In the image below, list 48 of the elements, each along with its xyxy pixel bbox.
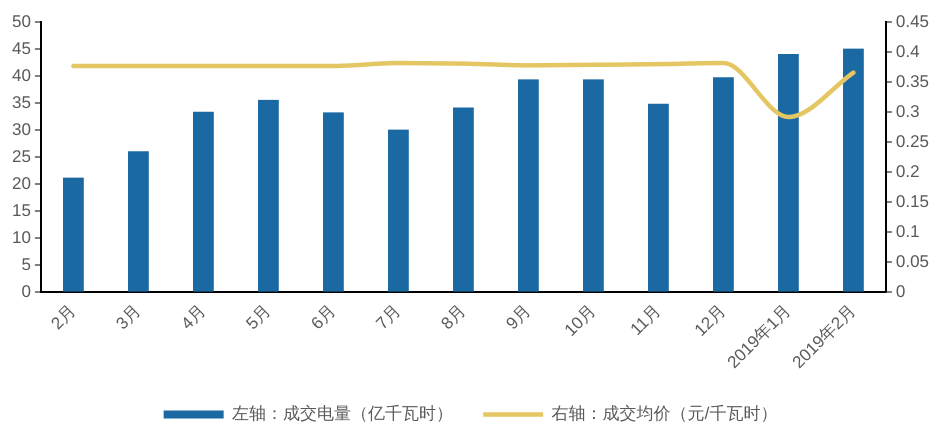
x-tick-label: 4月 <box>177 301 210 334</box>
x-tick-label: 6月 <box>307 301 340 334</box>
y-tick-label: 25 <box>12 146 31 166</box>
x-tick-label: 9月 <box>502 301 535 334</box>
x-tick-label: 11月 <box>626 301 665 339</box>
bar <box>323 112 344 292</box>
y-tick-label: 40 <box>12 66 31 85</box>
y2-tick-label: 0.05 <box>896 252 930 271</box>
y2-tick-label: 0.25 <box>896 132 930 151</box>
bar <box>63 178 84 292</box>
legend-label: 右轴：成交均价（元/千瓦时） <box>552 404 778 424</box>
y-tick-label: 10 <box>12 228 31 247</box>
bar <box>193 112 214 292</box>
x-tick-label: 2月 <box>47 301 80 334</box>
y-tick-label: 0 <box>21 282 31 301</box>
y-tick-label: 30 <box>12 120 31 139</box>
x-tick-label: 7月 <box>372 301 405 334</box>
bar <box>583 79 604 292</box>
y-tick-label: 15 <box>12 200 31 220</box>
x-tick-label: 10月 <box>560 301 600 340</box>
y2-tick-label: 0.15 <box>896 192 930 211</box>
y2-tick-label: 0.1 <box>896 222 920 241</box>
y2-tick-label: 0.35 <box>896 72 930 91</box>
bar <box>843 48 864 292</box>
y2-tick-label: 0.2 <box>896 162 920 181</box>
y-tick-label: 50 <box>12 12 31 31</box>
bar <box>128 151 149 292</box>
x-tick-label: 8月 <box>437 301 470 334</box>
y2-tick-label: 0.4 <box>896 42 920 61</box>
bar <box>778 54 799 292</box>
bar <box>648 104 669 292</box>
y-tick-label: 20 <box>12 174 31 193</box>
y-tick-label: 35 <box>12 92 31 112</box>
y2-tick-label: 0.3 <box>896 102 920 121</box>
bar <box>453 107 474 292</box>
y2-tick-label: 0 <box>896 282 906 301</box>
line-series <box>71 60 856 120</box>
x-tick-label: 3月 <box>112 301 145 334</box>
x-tick-label: 12月 <box>690 301 730 340</box>
bar <box>388 130 409 292</box>
bar <box>258 100 279 292</box>
x-tick-label: 5月 <box>242 301 275 334</box>
y-tick-label: 45 <box>12 38 31 58</box>
y2-tick-label: 0.45 <box>896 12 930 31</box>
y-tick-label: 5 <box>21 254 31 274</box>
legend-label: 左轴：成交电量（亿千瓦时） <box>232 404 454 424</box>
bar <box>713 77 734 292</box>
bar <box>518 79 539 292</box>
